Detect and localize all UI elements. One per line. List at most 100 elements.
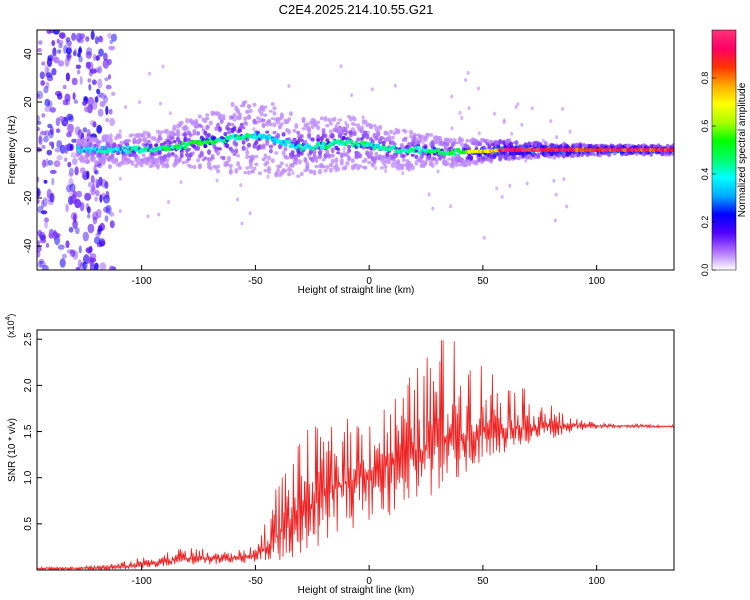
spectrogram-ridge-cell (183, 138, 188, 143)
spectrogram-ridge-core (283, 142, 288, 147)
spectrogram-ridge-cell (592, 153, 597, 157)
spectrogram-ridge-cell (157, 135, 162, 141)
spectrogram-noise-cell (86, 170, 90, 180)
spectrogram-ridge-cell (410, 164, 415, 171)
spectrogram-ridge-cell (261, 143, 266, 149)
spectrogram-noise-cell (98, 176, 103, 187)
spectrogram-noise-cell (77, 129, 83, 139)
spectrogram-ridge-cell (385, 151, 390, 157)
spectrogram-ridge-cell (88, 141, 93, 148)
spectrogram-ridge-cell (261, 118, 266, 123)
spectrogram-ridge-cell (396, 129, 401, 133)
spectrogram-ridge-cell (185, 126, 190, 131)
snr-panel: -100 -50 0 50 100 0.5 1.0 1.5 2.0 2.5 Height of … (5, 314, 675, 596)
spectrogram-noise-cell (90, 175, 95, 184)
spectrogram-noise-cell (62, 84, 67, 90)
spectrogram-noise-cell (55, 128, 61, 133)
spectrogram-noise-cell (401, 171, 405, 176)
spectrogram-ridge-cell (328, 121, 333, 126)
spectrogram-noise-cell (92, 121, 97, 128)
spectrogram-ridge-cell (227, 158, 231, 162)
spectrogram-ridge-cell (387, 134, 392, 141)
spectrogram-ridge-cell (352, 116, 357, 122)
spectrogram-noise-cell (90, 68, 97, 74)
spectrogram-noise-cell (56, 38, 60, 44)
spectrogram-noise-cell (285, 163, 289, 168)
spectrogram-noise-cell (236, 197, 239, 202)
spectrogram-ridge-cell (383, 164, 388, 170)
spectrogram-ridge-cell (378, 126, 383, 131)
spectrogram-noise-cell (107, 74, 112, 80)
spectrogram-ridge-cell (90, 157, 95, 163)
spectrogram-ridge-cell (363, 157, 368, 163)
spectrogram-ridge-cell (487, 144, 492, 150)
spectrogram-ridge-cell (352, 130, 357, 136)
spectrogram-ridge-cell (379, 166, 384, 170)
spectrogram-noise-cell (109, 39, 113, 45)
spectrogram-ridge-cell (328, 167, 333, 173)
spectrogram-ridge-cell (449, 137, 453, 143)
spectrogram-ridge-cell (458, 163, 463, 167)
spectrogram-ridge-cell (216, 164, 221, 169)
spectrogram-noise-cell (64, 93, 71, 102)
spectrogram-ridge-cell (447, 157, 452, 161)
spectrogram-ridge-cell (463, 163, 468, 167)
spectrogram-noise-cell (103, 206, 110, 213)
spectrogram-ridge-cell (301, 117, 306, 123)
spectrogram-noise-cell (44, 64, 49, 75)
spectrogram-ridge-cell (308, 169, 313, 173)
spectrogram-noise-cell (66, 131, 72, 138)
spectrogram-ridge-cell (228, 170, 233, 174)
spectrogram-noise-cell (51, 40, 56, 47)
spectrogram-noise-cell (95, 55, 100, 61)
spectrogram-ridge-cell (130, 133, 135, 137)
spectrogram-noise-cell (44, 106, 51, 112)
spectrogram-noise-cell (98, 48, 104, 57)
spectrogram-ridge-cell (210, 154, 215, 159)
spectrogram-ridge-cell (434, 139, 439, 145)
spectrogram-ridge-cell (481, 145, 486, 149)
x-tick-label: 100 (588, 576, 605, 587)
spectrogram-noise-cell (88, 181, 92, 188)
spectrogram-ridge-cell (339, 161, 344, 166)
spectrogram-ridge-cell (460, 142, 464, 148)
spectrogram-ridge-cell (270, 117, 275, 121)
spectrogram-ridge-cell (268, 109, 273, 113)
spectrogram-ridge-cell (221, 156, 226, 161)
spectrogram-noise-cell (339, 64, 343, 69)
spectrogram-noise-cell (37, 147, 42, 152)
y-tick-label: 2.5 (23, 332, 34, 346)
spectrogram-noise-cell (291, 171, 295, 175)
spectrogram-ridge-cell (248, 108, 253, 114)
spectrogram-noise-cell (466, 70, 470, 75)
spectrogram-ridge-cell (376, 130, 381, 135)
spectrogram-ridge-cell (257, 171, 262, 176)
spectrogram-noise-cell (74, 99, 78, 104)
spectrogram-ridge-cell (152, 136, 157, 142)
spectrogram-ridge-cell (509, 141, 514, 147)
spectrogram-noise-cell (93, 53, 97, 62)
spectrogram-noise-cell (495, 186, 499, 191)
spectrogram-noise-cell (37, 240, 41, 245)
spectrogram-noise-cell (514, 105, 518, 110)
spectrogram-ridge-cell (172, 124, 177, 130)
spectrogram-noise-cell (77, 52, 81, 58)
spectrogram-noise-cell (240, 221, 244, 226)
spectrogram-ridge-cell (243, 121, 248, 125)
spectrogram-ridge-cell (159, 130, 164, 134)
spectrogram-ridge-cell (207, 149, 211, 156)
spectrogram-ridge-cell (90, 155, 95, 159)
spectrogram-ridge-cell (236, 161, 241, 167)
spectrogram-ridge-cell (312, 169, 317, 176)
spectrogram-noise-cell (71, 77, 78, 86)
spectrogram-noise-cell (55, 117, 61, 127)
x-tick-label: -100 (132, 576, 152, 587)
spectrogram-noise-cell (138, 100, 141, 105)
spectrogram-ridge-cell (330, 158, 335, 164)
spectrogram-ridge-cell (514, 140, 519, 146)
spectrogram-ridge-cell (418, 138, 423, 143)
spectrogram-noise-cell (105, 84, 112, 90)
spectrogram-ridge-cell (247, 170, 251, 175)
x-tick-label: 0 (366, 576, 372, 587)
